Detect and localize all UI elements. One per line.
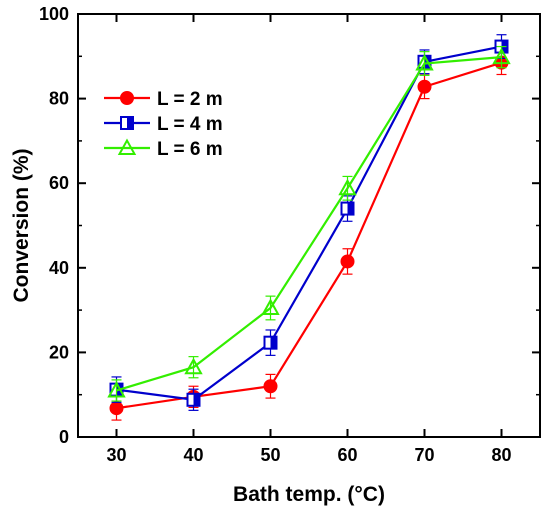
plot-area: 30 40 50 60 70 80 0 20 40 60 80 100 (39, 4, 541, 465)
plot-frame (77, 13, 541, 438)
data-point (492, 47, 511, 65)
legend-marker (117, 138, 137, 155)
data-point (109, 401, 124, 416)
y-tick-label: 40 (49, 258, 69, 278)
x-axis-title: Bath temp. (°C) (233, 483, 385, 506)
y-tick-label: 20 (49, 342, 69, 362)
data-point-fill (270, 336, 277, 349)
x-tick-label: 80 (491, 445, 511, 465)
y-tick-label: 0 (59, 427, 69, 447)
data-point (338, 178, 357, 196)
legend-item: L = 4 m (104, 114, 223, 135)
data-point (415, 53, 434, 71)
x-tick-label: 30 (106, 445, 126, 465)
x-tick-label: 50 (260, 445, 280, 465)
legend-item: L = 2 m (104, 89, 223, 110)
series-3 (107, 45, 511, 402)
x-tick-label: 60 (337, 445, 357, 465)
data-point (263, 379, 278, 394)
y-tick-label: 100 (39, 4, 69, 24)
data-point (340, 254, 355, 269)
series-line (116, 56, 502, 392)
legend-marker-fill (127, 117, 133, 129)
x-tick-label: 40 (183, 445, 203, 465)
data-point-fill (193, 393, 200, 406)
data-point (261, 298, 280, 315)
legend: L = 2 m L = 4 m L = 6 m (104, 89, 223, 160)
legend-label: L = 4 m (157, 114, 223, 135)
y-tick-label: 80 (49, 89, 69, 109)
data-point (417, 79, 432, 94)
y-axis-title: Conversion (%) (10, 148, 33, 302)
data-point-fill (347, 202, 354, 215)
legend-label: L = 2 m (157, 89, 223, 110)
data-point (184, 357, 203, 375)
legend-marker (120, 91, 134, 105)
legend-item: L = 6 m (104, 138, 223, 160)
x-tick-label: 70 (414, 445, 434, 465)
data-point (107, 380, 126, 398)
y-tick-label: 60 (49, 173, 69, 193)
legend-label: L = 6 m (157, 139, 223, 160)
series-line (116, 45, 502, 401)
